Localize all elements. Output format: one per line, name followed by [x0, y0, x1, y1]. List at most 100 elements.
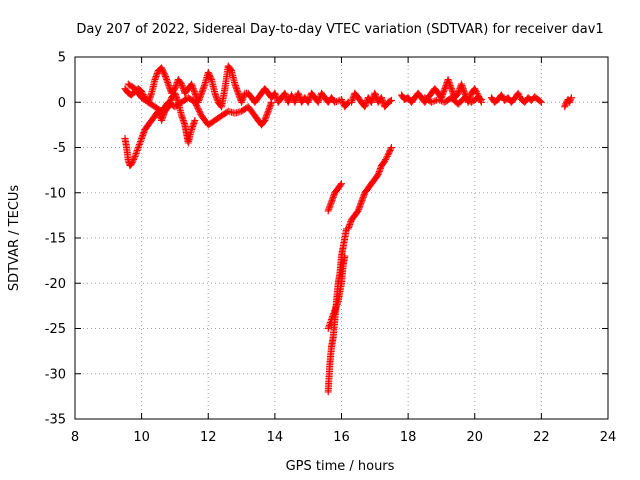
data-point-marker: [208, 118, 216, 126]
data-point-marker: [179, 115, 187, 123]
data-point-marker: [264, 109, 272, 117]
data-point-marker: [211, 88, 218, 95]
data-point-marker: [567, 95, 575, 103]
data-point-marker: [387, 145, 395, 153]
data-point-marker: [200, 83, 208, 91]
data-point-marker: [163, 76, 171, 84]
data-point-marker: [135, 141, 143, 148]
x-tick-label: 18: [400, 430, 417, 445]
y-tick-label: -15: [45, 232, 66, 247]
data-point-marker: [173, 94, 181, 102]
y-tick-label: -35: [45, 413, 66, 428]
data-point-marker: [472, 86, 480, 94]
data-point-marker: [234, 88, 242, 96]
data-point-marker: [200, 82, 208, 90]
data-point-marker: [378, 95, 386, 103]
data-point-marker: [153, 71, 161, 79]
data-point-marker: [330, 192, 338, 200]
data-point-marker: [535, 96, 543, 104]
data-point-marker: [158, 65, 166, 73]
data-point-marker: [196, 94, 204, 102]
chart-title: Day 207 of 2022, Sidereal Day-to-day VTE…: [76, 22, 603, 37]
data-point-marker: [446, 82, 454, 90]
data-point-marker: [188, 96, 196, 104]
x-tick-label: 16: [333, 430, 350, 445]
data-point-marker: [509, 97, 516, 105]
data-point-marker: [326, 319, 334, 326]
data-point-marker: [137, 138, 144, 145]
y-tick-label: 5: [58, 51, 66, 66]
data-point-marker: [249, 109, 257, 117]
data-point-marker: [165, 82, 173, 90]
data-point-marker: [385, 149, 393, 157]
data-point-marker: [305, 95, 313, 103]
data-point-marker: [372, 92, 380, 100]
data-point-marker: [281, 91, 289, 99]
data-point-marker: [449, 88, 456, 96]
data-point-marker: [345, 223, 353, 231]
x-tick-label: 24: [600, 430, 617, 445]
data-point-marker: [236, 108, 244, 116]
data-point-marker: [175, 100, 183, 108]
data-point-marker: [315, 97, 323, 105]
data-point-marker: [227, 65, 235, 73]
x-tick-label: 20: [466, 430, 483, 445]
data-point-marker: [266, 101, 274, 109]
data-point-marker: [263, 110, 271, 118]
data-point: [284, 98, 292, 106]
data-point-marker: [188, 82, 196, 90]
data-point-marker: [566, 97, 574, 105]
data-point-marker: [459, 83, 466, 91]
y-tick-label: 0: [58, 96, 66, 111]
data-point-marker: [357, 199, 365, 207]
data-point-marker: [130, 155, 138, 163]
data-point-marker: [429, 98, 437, 106]
data-point-marker: [385, 98, 393, 106]
data-point-marker: [212, 92, 220, 100]
data-point-marker: [561, 101, 569, 109]
data-point-marker: [359, 195, 367, 203]
data-point-marker: [133, 148, 141, 156]
data-point-marker: [383, 152, 391, 160]
data-point-marker: [382, 156, 390, 163]
data-point-marker: [336, 182, 344, 190]
data-point-marker: [213, 95, 221, 103]
data-point-marker: [326, 320, 334, 328]
data-point-marker: [492, 97, 500, 105]
data-point-marker: [164, 79, 172, 87]
data-point-marker: [329, 312, 337, 320]
data-point-marker: [360, 192, 368, 200]
data-point-marker: [221, 86, 229, 94]
data-point-marker: [325, 205, 333, 213]
data-point-marker: [295, 92, 303, 100]
data-point-marker: [136, 91, 144, 99]
data-point-marker: [160, 68, 168, 76]
x-tick-label: 8: [71, 430, 79, 445]
data-point-marker: [334, 299, 342, 307]
data-point-marker: [460, 86, 468, 94]
data-point-marker: [132, 151, 139, 159]
data-point-marker: [452, 92, 460, 99]
data-point-marker: [356, 202, 364, 210]
data-point-marker: [190, 88, 198, 96]
data-point-marker: [137, 136, 145, 144]
data-point-marker: [232, 83, 240, 91]
y-tick-label: -20: [45, 277, 66, 292]
data-point-marker: [536, 97, 544, 105]
data-point-marker: [197, 91, 205, 99]
data-point-marker: [172, 92, 180, 100]
data-point: [338, 96, 345, 103]
data-point-marker: [189, 83, 197, 91]
data-point-marker: [129, 90, 137, 98]
axis-ticks: 8 10 12 14 16 18 20 22 24 5 0 -5 -10 -15 -20 -25 -30 -35: [45, 51, 617, 446]
data-point-marker: [134, 145, 142, 153]
data-point-marker: [189, 122, 197, 130]
data-point-marker: [325, 323, 333, 331]
data-point-marker: [226, 64, 234, 72]
data-point-marker: [231, 79, 238, 86]
data-point-marker: [376, 166, 384, 174]
data-point-marker: [222, 109, 230, 117]
data-point-marker: [172, 82, 180, 90]
data-point: [288, 91, 295, 99]
data-point-marker: [338, 97, 346, 105]
